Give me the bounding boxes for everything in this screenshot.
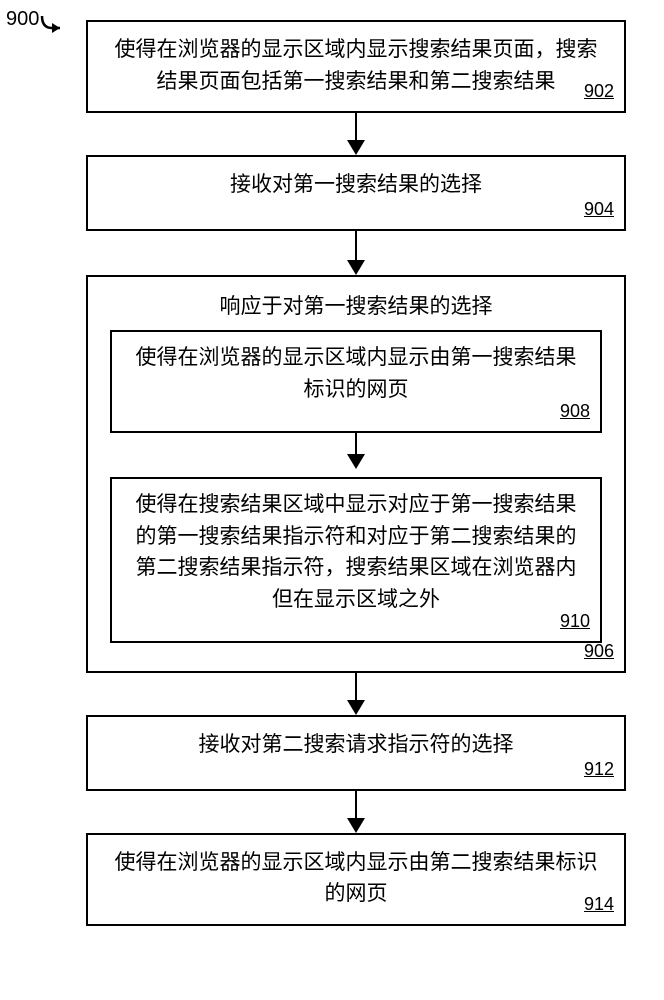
substep-text: 使得在搜索结果区域中显示对应于第一搜索结果的第一搜索结果指示符和对应于第二搜索结… xyxy=(136,492,577,611)
figure-number-label: 900 xyxy=(6,8,39,31)
step-text: 使得在浏览器的显示区域内显示由第二搜索结果标识的网页 xyxy=(115,850,598,906)
group-ref: 906 xyxy=(584,638,614,665)
arrow-down-icon xyxy=(347,673,365,715)
step-box-914: 使得在浏览器的显示区域内显示由第二搜索结果标识的网页 914 xyxy=(86,833,626,926)
substep-box-908: 使得在浏览器的显示区域内显示由第一搜索结果标识的网页 908 xyxy=(110,330,602,433)
figure-number-hook-icon xyxy=(38,14,68,42)
step-ref: 914 xyxy=(584,891,614,918)
step-ref: 902 xyxy=(584,78,614,105)
step-ref: 904 xyxy=(584,196,614,223)
arrow-down-icon xyxy=(347,231,365,275)
step-ref: 912 xyxy=(584,756,614,783)
arrow-down-icon xyxy=(110,433,602,469)
step-group-906: 响应于对第一搜索结果的选择 使得在浏览器的显示区域内显示由第一搜索结果标识的网页… xyxy=(86,275,626,674)
group-title: 响应于对第一搜索结果的选择 xyxy=(110,291,602,323)
step-text: 接收对第一搜索结果的选择 xyxy=(230,172,482,196)
substep-text: 使得在浏览器的显示区域内显示由第一搜索结果标识的网页 xyxy=(136,345,577,401)
arrow-down-icon xyxy=(347,791,365,833)
step-text: 接收对第二搜索请求指示符的选择 xyxy=(199,732,514,756)
substep-ref: 910 xyxy=(560,608,590,635)
flowchart: 使得在浏览器的显示区域内显示搜索结果页面，搜索结果页面包括第一搜索结果和第二搜索… xyxy=(86,20,626,926)
step-box-912: 接收对第二搜索请求指示符的选择 912 xyxy=(86,715,626,791)
arrow-down-icon xyxy=(347,113,365,155)
step-text: 使得在浏览器的显示区域内显示搜索结果页面，搜索结果页面包括第一搜索结果和第二搜索… xyxy=(115,37,598,93)
substep-box-910: 使得在搜索结果区域中显示对应于第一搜索结果的第一搜索结果指示符和对应于第二搜索结… xyxy=(110,477,602,643)
step-box-902: 使得在浏览器的显示区域内显示搜索结果页面，搜索结果页面包括第一搜索结果和第二搜索… xyxy=(86,20,626,113)
substep-ref: 908 xyxy=(560,398,590,425)
step-box-904: 接收对第一搜索结果的选择 904 xyxy=(86,155,626,231)
